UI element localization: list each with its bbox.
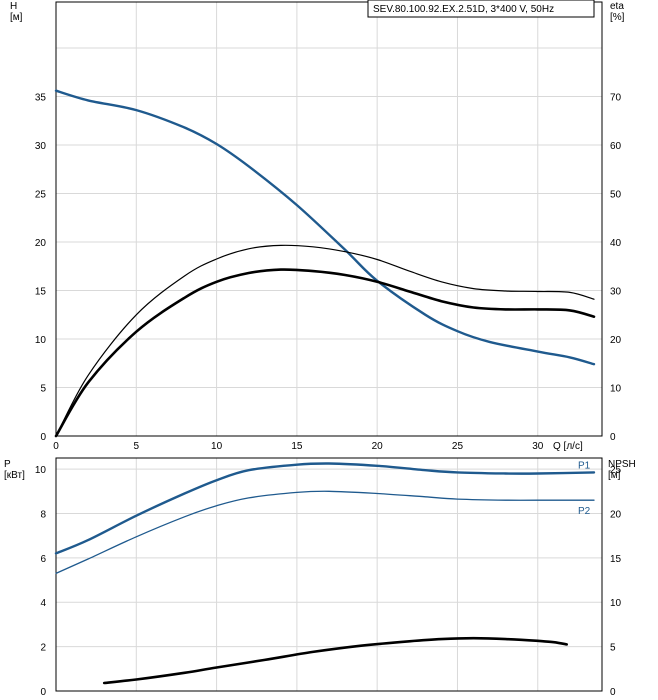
chart-title-box — [367, 0, 595, 18]
bottom-left-tick-label-1: 2 — [40, 643, 46, 654]
top-left-tick-label-4: 20 — [35, 238, 47, 249]
bottom-series-group — [54, 462, 596, 685]
top-right-tick-label-7: 70 — [610, 93, 622, 104]
x-tick-label-6: 30 — [532, 441, 544, 452]
bottom-left-axis-title: P [кВт] — [4, 459, 25, 481]
bottom-right-tick-label-1: 5 — [610, 643, 616, 654]
bottom-left-tick-label-4: 8 — [40, 509, 46, 520]
series-label-p2: P2 — [578, 506, 591, 517]
x-tick-label-5: 25 — [452, 441, 464, 452]
bottom-right-tick-label-5: 25 — [610, 465, 622, 476]
top-right-tick-label-6: 60 — [610, 141, 622, 152]
top-left-tick-label-1: 5 — [40, 384, 46, 395]
top-right-tick-label-3: 30 — [610, 287, 622, 298]
bottom-series-line-2 — [102, 636, 568, 685]
top-right-tick-label-2: 20 — [610, 335, 622, 346]
top-left-tick-label-0: 0 — [40, 432, 46, 443]
top-right-axis-title: eta [%] — [610, 1, 625, 23]
x-axis-title: Q [л/с] — [553, 441, 583, 452]
bottom-right-tick-label-0: 0 — [610, 687, 616, 698]
bottom-left-tick-label-2: 4 — [40, 598, 46, 609]
x-tick-label-0: 0 — [53, 441, 59, 452]
chart-title: SEV.80.100.92.EX.2.51D, 3*400 V, 50Hz — [373, 4, 554, 15]
top-left-tick-label-2: 10 — [35, 335, 47, 346]
bottom-right-axis-title: NPSH [м] — [608, 459, 636, 481]
x-tick-label-3: 15 — [291, 441, 303, 452]
bottom-left-tick-label-5: 10 — [35, 465, 47, 476]
top-left-tick-label-3: 15 — [35, 287, 47, 298]
top-series-line-2 — [54, 268, 596, 438]
bottom-series-line-1 — [55, 490, 595, 575]
top-left-tick-label-5: 25 — [35, 190, 47, 201]
series-label-p1: P1 — [578, 460, 591, 471]
x-tick-label-1: 5 — [134, 441, 140, 452]
top-right-tick-label-5: 50 — [610, 190, 622, 201]
top-left-tick-label-7: 35 — [35, 93, 47, 104]
bottom-right-tick-label-4: 20 — [610, 509, 622, 520]
bottom-plot-frame — [55, 457, 603, 692]
top-right-tick-label-4: 40 — [610, 238, 622, 249]
x-tick-label-4: 20 — [372, 441, 384, 452]
top-series-group — [54, 89, 596, 438]
top-gridlines — [56, 2, 602, 436]
bottom-series-line-0 — [54, 462, 596, 555]
x-tick-label-2: 10 — [211, 441, 223, 452]
top-plot-frame — [55, 1, 603, 437]
top-right-tick-label-1: 10 — [610, 384, 622, 395]
bottom-right-tick-label-3: 15 — [610, 554, 622, 565]
tick-labels: 0 5 10 15 20 25 300510152025303501020304050607… — [35, 93, 622, 699]
top-left-tick-label-6: 30 — [35, 141, 47, 152]
top-right-tick-label-0: 0 — [610, 432, 616, 443]
bottom-left-tick-label-3: 6 — [40, 554, 46, 565]
bottom-right-tick-label-2: 10 — [610, 598, 622, 609]
top-left-axis-title: H [м] — [10, 1, 23, 23]
bottom-gridlines — [56, 458, 602, 691]
top-series-line-0 — [54, 89, 596, 366]
bottom-left-tick-label-0: 0 — [40, 687, 46, 698]
top-series-line-1 — [55, 244, 595, 437]
